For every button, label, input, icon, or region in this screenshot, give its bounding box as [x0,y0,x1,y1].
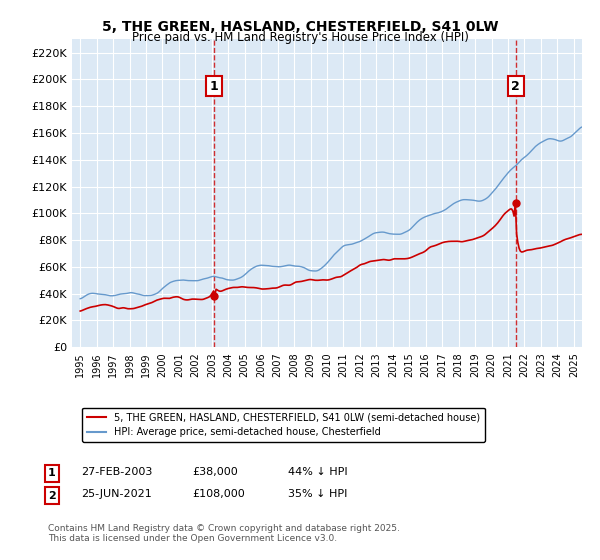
Text: Price paid vs. HM Land Registry's House Price Index (HPI): Price paid vs. HM Land Registry's House … [131,31,469,44]
Text: 2: 2 [511,80,520,92]
Text: 2: 2 [48,491,56,501]
Text: £38,000: £38,000 [192,466,238,477]
Text: 27-FEB-2003: 27-FEB-2003 [81,466,152,477]
Text: 1: 1 [210,80,218,92]
Text: 5, THE GREEN, HASLAND, CHESTERFIELD, S41 0LW: 5, THE GREEN, HASLAND, CHESTERFIELD, S41… [102,20,498,34]
Text: 25-JUN-2021: 25-JUN-2021 [81,489,152,499]
Text: 1: 1 [48,468,56,478]
Text: 35% ↓ HPI: 35% ↓ HPI [288,489,347,499]
Text: 44% ↓ HPI: 44% ↓ HPI [288,466,347,477]
Legend: 5, THE GREEN, HASLAND, CHESTERFIELD, S41 0LW (semi-detached house), HPI: Average: 5, THE GREEN, HASLAND, CHESTERFIELD, S41… [82,408,485,442]
Text: Contains HM Land Registry data © Crown copyright and database right 2025.
This d: Contains HM Land Registry data © Crown c… [48,524,400,543]
Text: £108,000: £108,000 [192,489,245,499]
